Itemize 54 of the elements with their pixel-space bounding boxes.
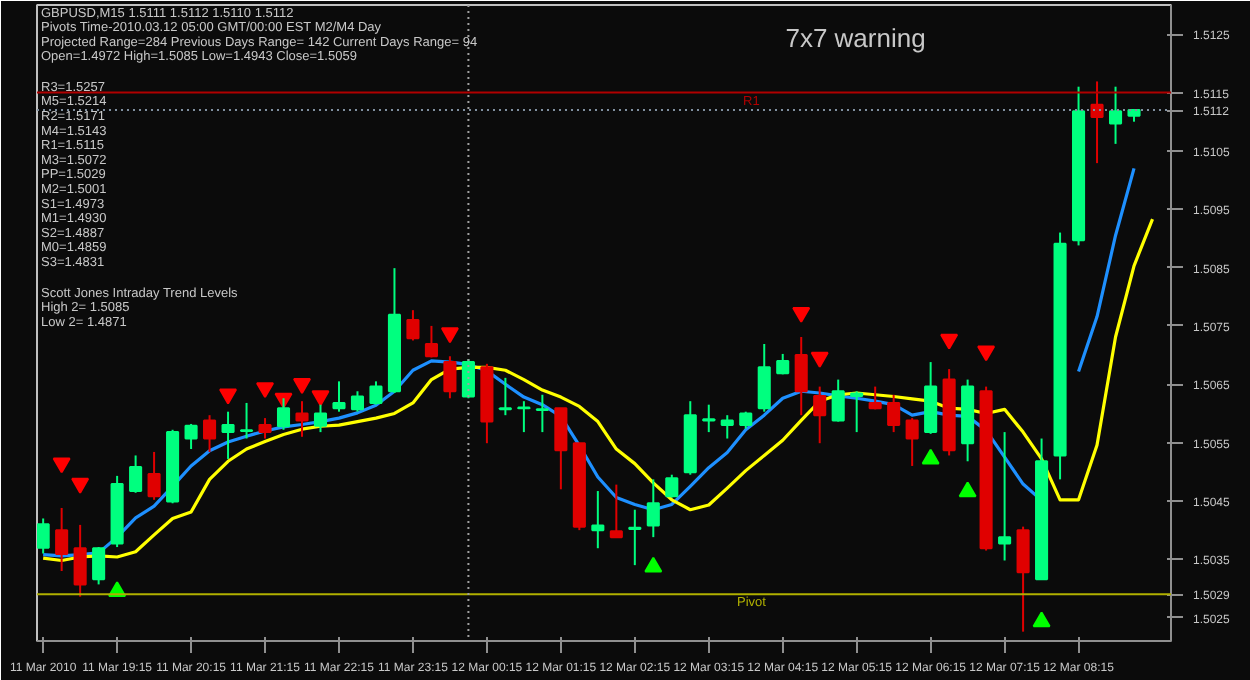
point [311,390,330,407]
candlestick [295,400,309,438]
candlestick [258,417,272,440]
candlestick [609,483,623,539]
candlestick [1108,85,1123,145]
candlestick [831,378,845,423]
candlestick [350,390,365,413]
point [810,351,829,368]
candlestick [129,454,143,494]
candlestick [813,385,827,445]
candlestick [628,508,642,567]
candlestick [794,336,808,417]
candlestick [424,324,438,359]
point [644,556,663,573]
point [293,378,312,394]
candlestick [887,393,901,434]
candlestick [369,380,383,406]
candlestick [998,431,1012,562]
candlestick [147,450,161,501]
point [792,306,811,323]
point [1032,611,1051,628]
point [977,345,996,362]
annotation: 7x7 warning [785,23,926,53]
candlestick [554,407,568,491]
candlestick [591,490,605,550]
candlestick [73,523,87,598]
candlestick [905,417,919,467]
candlestick [443,355,457,400]
candlestick [37,517,50,555]
point [52,457,71,474]
candlestick [720,414,734,440]
candlestick [332,380,346,413]
candlestick [406,309,420,342]
candlestick [702,403,716,434]
candlestick [92,546,106,586]
candlestick [1090,80,1104,165]
point [219,388,238,405]
candlestick [850,390,864,434]
candlestick [203,414,217,453]
candlestick [221,410,235,460]
point [256,382,275,398]
candlestick [535,393,549,434]
point [958,481,977,498]
point [940,333,959,350]
candlestick [924,361,938,435]
candlestick [498,376,512,417]
candlestick [184,422,198,451]
candlestick [55,506,69,572]
candlestick [240,401,254,440]
point [71,477,90,494]
candlestick [757,343,771,413]
candlestick [646,478,660,539]
candlestick [1016,525,1030,633]
point [440,327,459,344]
